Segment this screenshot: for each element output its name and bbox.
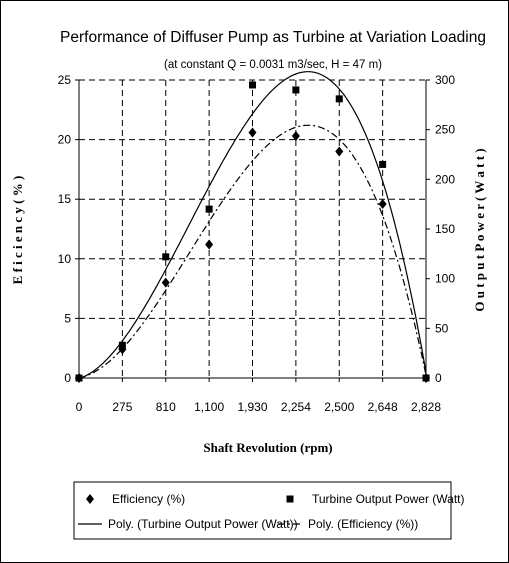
x-tick-label: 2,254 [281,400,311,414]
y-left-tick-label: 0 [64,371,71,385]
efficiency-point [378,198,387,209]
efficiency-point [291,131,300,142]
power-point [379,160,387,168]
y-left-tick-label: 10 [58,252,72,266]
x-tick-label: 1,100 [194,400,224,414]
efficiency-point [161,277,170,288]
power-point [162,253,170,261]
y-right-tick-label: 300 [435,73,455,87]
chart-title: Performance of Diffuser Pump as Turbine … [60,29,486,46]
power-point [292,86,300,94]
y-left-tick-label: 5 [64,311,71,325]
power-point [335,95,343,103]
y-right-tick-label: 150 [435,222,455,236]
x-tick-label: 0 [76,400,83,414]
efficiency-point [205,239,214,250]
x-tick-label: 810 [156,400,176,414]
power-point [249,81,256,89]
legend-power-swatch [286,495,294,503]
trendline-power [78,71,427,379]
x-tick-label: 1,930 [237,400,267,414]
x-tick-label: 2,500 [324,400,354,414]
y-right-tick-label: 200 [435,172,455,186]
legend: Efficiency (%) Turbine Output Power (Watt… [73,481,465,540]
y-left-tick-label: 25 [58,73,72,87]
y-left-axis-label: E f i c i e n c y ( % ) [10,176,25,285]
legend-label: Turbine Output Power (Watt) [312,492,465,506]
legend-label: Efficiency (%) [112,492,185,506]
y-right-tick-label: 50 [435,321,449,335]
legend-label: Poly. (Efficiency (%)) [308,517,418,531]
efficiency-point [248,127,257,138]
efficiency-point [335,146,344,157]
power-point [118,341,126,349]
y-left-tick-label: 20 [58,133,72,147]
trendlines [78,71,427,379]
power-point [422,374,430,382]
legend-box [73,481,452,540]
x-tick-label: 275 [112,400,132,414]
y-left-tick-label: 15 [58,192,72,206]
y-right-tick-label: 0 [435,371,442,385]
grid-lines [79,79,426,378]
x-tick-label: 2,648 [368,400,398,414]
power-point [75,374,83,382]
legend-efficiency-swatch [86,494,94,504]
y-right-tick-label: 100 [435,272,455,286]
x-tick-label: 2,828 [411,400,441,414]
power-point [205,205,213,213]
y-right-axis-label: O u t p u t P o w e r ( W a t t ) [472,148,487,311]
data-points [75,81,430,383]
x-axis-label: Shaft Revolution (rpm) [203,440,332,455]
trendline-efficiency [78,124,427,379]
legend-label: Poly. (Turbine Output Power (Watt)) [108,517,298,531]
y-right-tick-label: 250 [435,123,455,137]
chart-subtitle: (at constant Q = 0.0031 m3/sec, H = 47 m… [164,59,382,71]
